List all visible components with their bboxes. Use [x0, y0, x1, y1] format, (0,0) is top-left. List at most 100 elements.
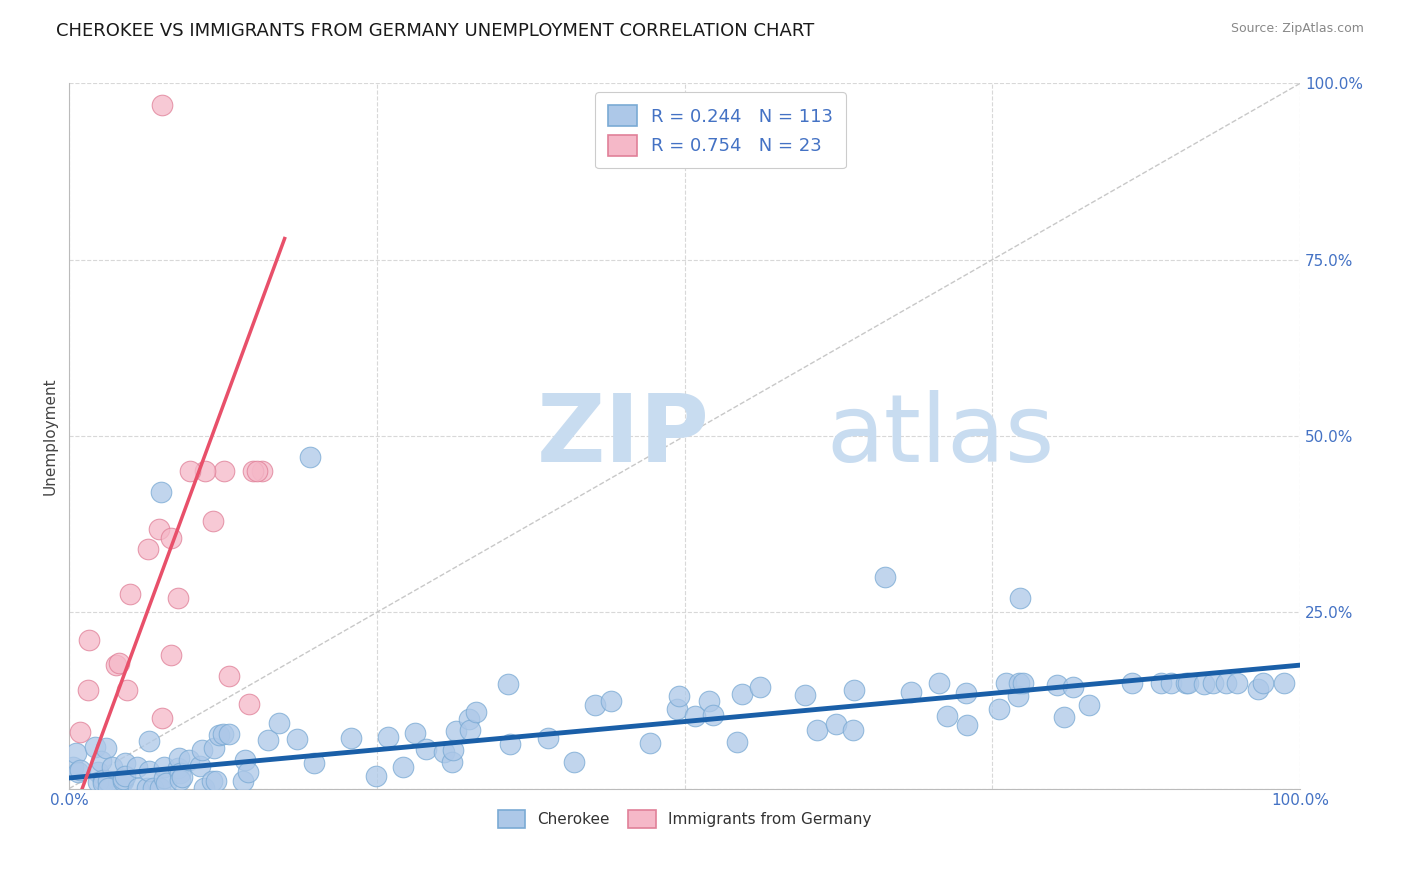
- Point: [242, 464, 264, 478]
- Point: [169, 766, 191, 780]
- Point: [994, 675, 1017, 690]
- Point: [69, 725, 91, 739]
- Point: [269, 715, 291, 730]
- Point: [988, 702, 1011, 716]
- Point: [97, 773, 120, 788]
- Point: [97, 780, 120, 795]
- Point: [562, 755, 585, 769]
- Point: [194, 464, 217, 478]
- Point: [148, 522, 170, 536]
- Point: [1007, 689, 1029, 703]
- Point: [138, 764, 160, 778]
- Point: [167, 591, 190, 606]
- Point: [1160, 675, 1182, 690]
- Point: [731, 687, 754, 701]
- Point: [179, 464, 201, 478]
- Point: [136, 780, 159, 795]
- Point: [201, 774, 224, 789]
- Point: [169, 772, 191, 787]
- Point: [91, 773, 114, 788]
- Point: [499, 737, 522, 751]
- Point: [114, 769, 136, 783]
- Point: [127, 780, 149, 795]
- Text: ZIP: ZIP: [537, 390, 710, 482]
- Text: atlas: atlas: [827, 390, 1054, 482]
- Point: [105, 657, 128, 672]
- Point: [665, 702, 688, 716]
- Point: [232, 773, 254, 788]
- Point: [285, 731, 308, 746]
- Point: [806, 723, 828, 737]
- Point: [77, 633, 100, 648]
- Point: [142, 780, 165, 795]
- Point: [233, 753, 256, 767]
- Point: [415, 741, 437, 756]
- Point: [62, 760, 84, 774]
- Point: [458, 723, 481, 738]
- Point: [842, 682, 865, 697]
- Point: [873, 570, 896, 584]
- Point: [150, 97, 173, 112]
- Point: [202, 514, 225, 528]
- Point: [77, 682, 100, 697]
- Point: [150, 711, 173, 725]
- Point: [191, 742, 214, 756]
- Point: [108, 656, 131, 670]
- Point: [440, 755, 463, 769]
- Point: [1226, 675, 1249, 690]
- Point: [1192, 676, 1215, 690]
- Point: [94, 740, 117, 755]
- Point: [725, 735, 748, 749]
- Point: [188, 759, 211, 773]
- Point: [1177, 675, 1199, 690]
- Point: [238, 697, 260, 711]
- Point: [87, 775, 110, 789]
- Point: [364, 769, 387, 783]
- Point: [1078, 698, 1101, 712]
- Point: [65, 746, 87, 760]
- Point: [640, 736, 662, 750]
- Point: [1202, 675, 1225, 690]
- Point: [1008, 591, 1031, 606]
- Point: [1045, 678, 1067, 692]
- Point: [458, 712, 481, 726]
- Point: [794, 688, 817, 702]
- Point: [392, 760, 415, 774]
- Point: [299, 450, 322, 464]
- Point: [149, 780, 172, 795]
- Point: [956, 717, 979, 731]
- Point: [153, 772, 176, 786]
- Point: [114, 756, 136, 771]
- Point: [250, 464, 273, 478]
- Point: [167, 761, 190, 775]
- Point: [112, 772, 135, 786]
- Point: [585, 698, 607, 712]
- Y-axis label: Unemployment: Unemployment: [44, 377, 58, 495]
- Point: [749, 680, 772, 694]
- Point: [172, 770, 194, 784]
- Point: [150, 485, 173, 500]
- Point: [404, 726, 426, 740]
- Point: [1247, 681, 1270, 696]
- Point: [205, 774, 228, 789]
- Point: [155, 776, 177, 790]
- Point: [212, 464, 235, 478]
- Point: [256, 733, 278, 747]
- Point: [89, 754, 111, 768]
- Point: [1007, 675, 1029, 690]
- Point: [84, 739, 107, 754]
- Text: Source: ZipAtlas.com: Source: ZipAtlas.com: [1230, 22, 1364, 36]
- Point: [600, 694, 623, 708]
- Point: [444, 723, 467, 738]
- Point: [246, 464, 269, 478]
- Point: [167, 751, 190, 765]
- Point: [100, 760, 122, 774]
- Point: [928, 675, 950, 690]
- Point: [136, 542, 159, 557]
- Point: [936, 709, 959, 723]
- Point: [536, 731, 558, 746]
- Point: [668, 690, 690, 704]
- Point: [120, 587, 142, 601]
- Point: [302, 756, 325, 771]
- Point: [697, 694, 720, 708]
